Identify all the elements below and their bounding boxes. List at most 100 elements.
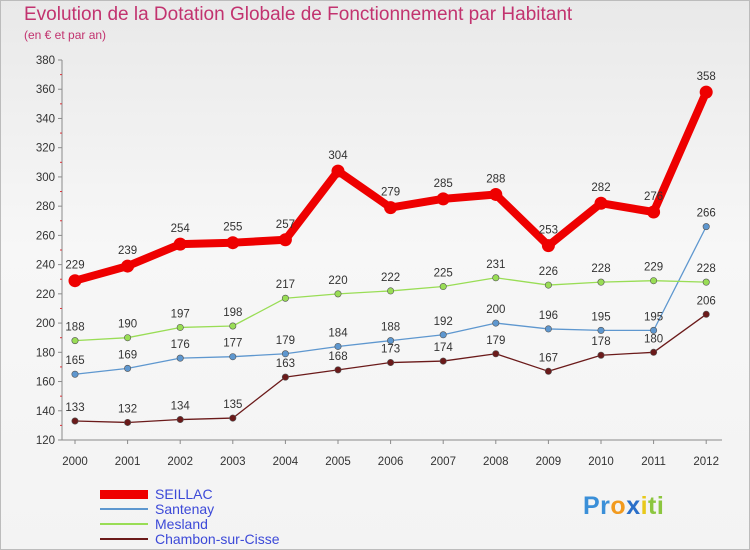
legend-swatch: [100, 538, 148, 540]
data-label: 180: [644, 333, 663, 345]
data-point: [439, 331, 447, 339]
data-label: 196: [539, 310, 558, 322]
data-label: 173: [381, 344, 400, 356]
y-tick-label: 120: [36, 435, 55, 447]
y-tick-label: 140: [36, 406, 55, 418]
data-point: [281, 294, 289, 302]
data-point: [334, 366, 342, 374]
x-tick-label: 2006: [378, 456, 404, 468]
data-label: 239: [118, 245, 137, 257]
data-point: [544, 325, 552, 333]
data-point: [334, 290, 342, 298]
data-label: 167: [539, 352, 558, 364]
data-point: [647, 205, 661, 219]
data-label: 197: [171, 308, 190, 320]
logo-part: ti: [648, 492, 665, 520]
data-point: [71, 370, 79, 378]
data-point: [650, 348, 658, 356]
data-point: [492, 350, 500, 358]
data-label: 168: [328, 351, 347, 363]
x-tick-label: 2007: [430, 456, 456, 468]
y-tick-label: 300: [36, 172, 55, 184]
axes: 120 140 160 180 200 220 240 260 280 300 320 340 360 3…: [36, 55, 722, 468]
data-point: [278, 233, 292, 247]
data-label: 276: [644, 191, 663, 203]
chart-title: Evolution de la Dotation Globale de Fonc…: [24, 4, 573, 25]
x-tick-label: 2005: [325, 456, 351, 468]
y-tick-label: 380: [36, 55, 55, 67]
x-tick-label: 2001: [115, 456, 141, 468]
legend-item-mesland: Mesland: [100, 516, 208, 532]
data-label: 229: [65, 260, 84, 272]
y-tick-label: 260: [36, 230, 55, 242]
y-tick-label: 240: [36, 260, 55, 272]
series-points: [68, 85, 713, 426]
data-label: 198: [223, 307, 242, 319]
data-point: [439, 283, 447, 291]
logo-part: i: [640, 492, 649, 520]
data-label: 254: [171, 223, 191, 235]
data-point: [71, 337, 79, 345]
data-point: [594, 196, 608, 210]
data-label: 165: [65, 355, 84, 367]
data-point: [229, 353, 237, 361]
x-tick-label: 2000: [62, 456, 88, 468]
series-lines: [71, 88, 711, 424]
data-point: [226, 236, 240, 250]
x-tick-label: 2002: [167, 456, 193, 468]
data-point: [387, 359, 395, 367]
data-point: [597, 326, 605, 334]
legend-swatch: [100, 523, 148, 525]
legend-swatch: [100, 508, 148, 510]
legend-label: Santenay: [155, 501, 215, 517]
data-label: 279: [381, 187, 400, 199]
data-label: 288: [486, 173, 505, 185]
data-label: 163: [276, 358, 295, 370]
legend-swatch: [100, 489, 148, 499]
x-tick-label: 2004: [273, 456, 299, 468]
data-point: [176, 354, 184, 362]
data-point: [387, 337, 395, 345]
y-tick-label: 280: [36, 201, 55, 213]
data-label: 358: [697, 71, 716, 83]
data-label: 177: [223, 338, 242, 350]
data-label: 266: [697, 208, 716, 220]
data-label: 222: [381, 272, 400, 284]
y-tick-label: 340: [36, 113, 55, 125]
data-label: 188: [65, 322, 84, 334]
data-label: 217: [276, 279, 295, 291]
y-tick-label: 180: [36, 347, 55, 359]
data-point: [121, 259, 135, 273]
data-label: 220: [328, 275, 347, 287]
data-label: 135: [223, 399, 242, 411]
data-point: [699, 85, 713, 99]
data-label: 179: [276, 335, 295, 347]
data-label: 228: [697, 263, 716, 275]
data-label: 190: [118, 319, 137, 331]
data-point: [124, 334, 132, 342]
data-label: 225: [434, 268, 453, 280]
data-label: 188: [381, 322, 400, 334]
data-point: [384, 201, 398, 215]
x-tick-label: 2008: [483, 456, 509, 468]
data-label: 174: [434, 342, 454, 354]
x-tick-label: 2012: [693, 456, 719, 468]
x-tick-label: 2010: [588, 456, 614, 468]
data-point: [124, 418, 132, 426]
logo-part: o: [610, 492, 627, 520]
data-label: 228: [591, 263, 610, 275]
legend-item-seillac: SEILLAC: [100, 486, 213, 502]
data-label: 229: [644, 262, 663, 274]
legend-label: Mesland: [155, 516, 208, 532]
data-point: [702, 223, 710, 231]
logo-part: x: [626, 492, 641, 520]
data-point: [492, 274, 500, 282]
data-label: 178: [591, 336, 610, 348]
data-point: [544, 281, 552, 289]
y-tick-label: 200: [36, 318, 55, 330]
data-point: [597, 351, 605, 359]
legend-item-santenay: Santenay: [100, 501, 214, 517]
data-label: 184: [328, 327, 348, 339]
data-point: [702, 278, 710, 286]
data-label: 206: [697, 295, 716, 307]
